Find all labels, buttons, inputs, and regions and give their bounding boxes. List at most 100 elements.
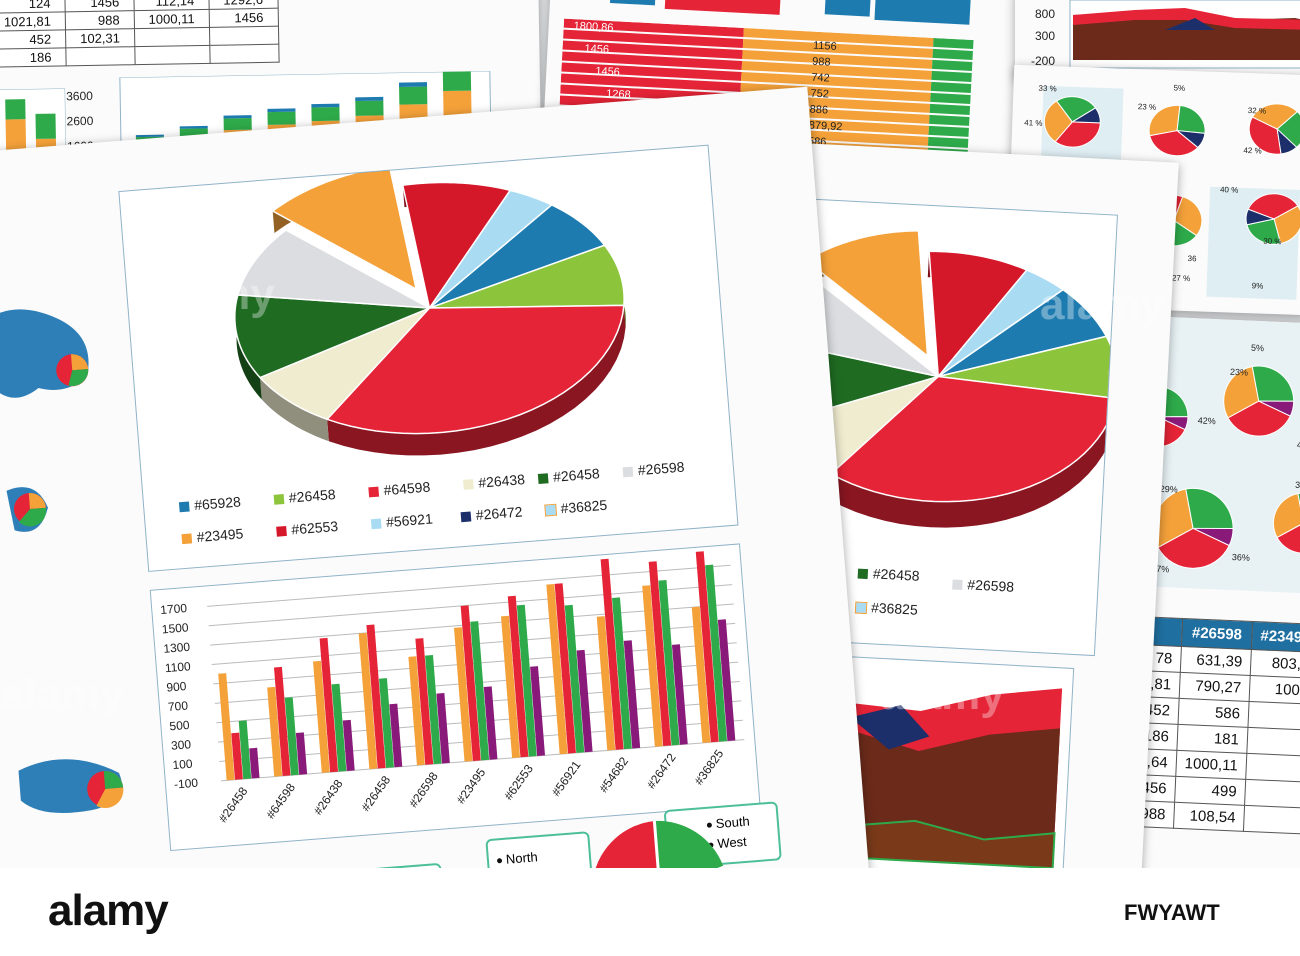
bar — [378, 678, 394, 768]
top-table-cell: 102,31 — [65, 28, 135, 48]
bottom-table-header: #23495 — [1251, 621, 1300, 653]
second-pie-slice — [937, 269, 1065, 378]
legend-label: #26472 — [475, 503, 524, 524]
top-stack-ytick: 3600 — [66, 89, 93, 103]
orange-bar-value: 1156 — [813, 40, 837, 53]
small-pie-label: 40 % — [1220, 185, 1239, 195]
bar-ytick: 1700 — [160, 601, 188, 617]
legend-label: #26458 — [288, 486, 337, 506]
top-stack-segment — [267, 108, 296, 113]
small-pie-label: 9% — [1252, 281, 1264, 290]
main-pie-legend-item: #26458 — [273, 486, 336, 507]
bottom-table-cell: 803,1 — [1250, 649, 1300, 679]
brand-bar: alamy FWYAWT — [0, 868, 1300, 956]
bar-chart: 1700 1500 1300 1100 900 700 500 300 100 -100 #2645… — [160, 551, 745, 825]
main-pie-slice-side — [234, 294, 262, 400]
small-pie-slice — [1149, 130, 1199, 157]
top-stack-segment — [355, 100, 384, 116]
top-stack-segment — [135, 134, 164, 138]
main-pie-legend-item: #26438 — [463, 471, 526, 492]
bar-xtick: #23495 — [454, 765, 489, 806]
legend-label: #23495 — [196, 525, 244, 545]
bottom-table-cell: 499 — [1174, 776, 1246, 806]
area-ytick: 800 — [1035, 7, 1055, 21]
main-pie-chart — [234, 165, 626, 456]
small-pie-label: 30 % — [1263, 237, 1282, 247]
top-table-cell — [209, 26, 279, 46]
bottom-table-cell — [1247, 701, 1300, 731]
small-pie-slice — [1245, 208, 1276, 226]
small-pie-label: 42% — [1198, 415, 1216, 426]
small-pie-slice — [1248, 116, 1282, 155]
small-pie-slice — [1276, 111, 1300, 148]
bar-xtick: #26438 — [311, 777, 346, 818]
small-pie-slice — [1276, 127, 1298, 155]
legend-swatch — [544, 503, 558, 517]
main-pie-legend-item: #23495 — [181, 525, 244, 546]
red-bar-segment — [562, 40, 743, 59]
main-pie-legend-item: #26472 — [460, 503, 523, 524]
green-bar-segment — [931, 70, 972, 82]
small-pie-label: 23% — [1230, 367, 1248, 378]
bar-chart-panel: 1700 1500 1300 1100 900 700 500 300 100 -100 #2645… — [149, 543, 761, 852]
top-stack-segment — [311, 107, 340, 122]
main-pie-slice — [428, 204, 606, 309]
small-pie-slice — [1272, 493, 1300, 539]
bar — [267, 686, 283, 777]
bottom-table-cell: 1000 — [1249, 675, 1300, 705]
bar — [705, 564, 728, 742]
main-pie-slice — [401, 181, 512, 310]
main-pie-slice-side — [327, 305, 626, 456]
bar — [358, 632, 378, 770]
bar — [612, 597, 632, 750]
small-pie-slice — [1223, 366, 1260, 419]
top-table-cell — [134, 45, 210, 65]
orange-bar-segment — [743, 28, 934, 47]
legend-label: #26438 — [477, 471, 526, 491]
top-stack-segment — [442, 70, 472, 92]
small-pie-label: 34% — [1295, 480, 1300, 491]
small-pie-label: 36 — [1187, 254, 1197, 263]
small-pie-label: 36% — [1232, 552, 1250, 563]
bar — [623, 640, 641, 749]
red-bar-value: 1800,86 — [573, 20, 613, 34]
legend-swatch — [463, 479, 474, 491]
legend-swatch — [181, 533, 193, 545]
orange-bar-value: 742 — [811, 72, 830, 85]
area-ytick: -200 — [1031, 54, 1055, 68]
main-pie-legend-item: #26458 — [537, 465, 600, 486]
bottom-table-cell — [1244, 779, 1300, 809]
legend-label: #65928 — [193, 493, 242, 514]
legend-swatch — [273, 494, 285, 506]
bar — [470, 621, 490, 761]
bar-ytick: 1500 — [161, 620, 189, 636]
main-pie-legend-item: #64598 — [368, 479, 431, 500]
small-pie-label: 5% — [1173, 83, 1185, 92]
bar-ytick: 100 — [172, 757, 193, 773]
small-pie-slice — [1157, 416, 1189, 431]
legend-swatch — [178, 501, 190, 513]
bar-ytick: 1300 — [163, 640, 191, 656]
bar-xtick: #26458 — [359, 773, 394, 814]
bar-ytick: -100 — [174, 776, 199, 792]
bar — [284, 697, 299, 776]
small-pie-slice — [1251, 365, 1295, 402]
world-map — [0, 294, 132, 822]
bar — [554, 583, 576, 754]
orange-bar-value: 886 — [809, 104, 828, 117]
green-bar-segment — [928, 125, 969, 137]
red-bar-segment — [563, 18, 744, 37]
bar — [453, 627, 473, 762]
bar — [218, 673, 235, 781]
legend-label: #56921 — [385, 510, 434, 531]
bar-xtick: #26598 — [406, 769, 441, 810]
red-bar-value: 1456 — [595, 65, 620, 78]
top-table: 1241456112,141292,61021,819881000,111456… — [0, 0, 279, 68]
orange-bar-value: 988 — [812, 56, 831, 69]
legend-label: #64598 — [382, 478, 431, 499]
red-bar-segment — [561, 51, 743, 70]
top-stack-segment — [355, 96, 384, 102]
bar — [500, 615, 521, 758]
bar-xtick: #36825 — [692, 747, 727, 788]
orange-bar-segment — [742, 49, 933, 69]
